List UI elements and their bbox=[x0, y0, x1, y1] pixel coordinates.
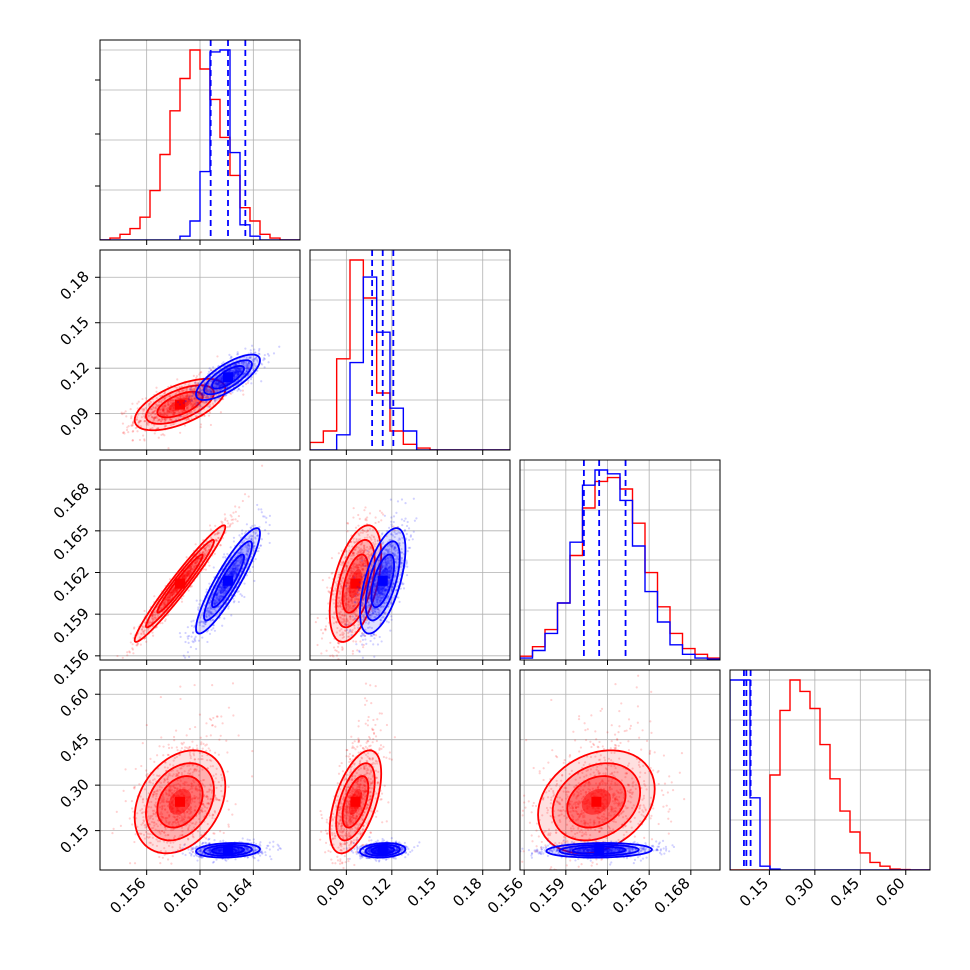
x-tick-label: 0.15 bbox=[736, 874, 772, 910]
contour-red bbox=[328, 524, 383, 643]
panel-0-0 bbox=[95, 39, 301, 245]
contour-blue bbox=[364, 843, 401, 857]
y-tick-label: 0.12 bbox=[56, 358, 92, 394]
density-peak-blue bbox=[594, 845, 605, 856]
density-peak-blue bbox=[377, 575, 388, 586]
x-tick-label: 0.160 bbox=[160, 874, 203, 917]
panel-2-1 bbox=[309, 459, 511, 665]
contour-red bbox=[156, 390, 204, 419]
density-peak-blue bbox=[223, 372, 233, 383]
contour-blue bbox=[571, 845, 627, 855]
panel-2-2 bbox=[519, 459, 721, 665]
panel-3-3: 0.15 0.30 0.45 0.60 bbox=[729, 669, 931, 910]
panel-1-0: 0.09 0.12 0.15 0.18 bbox=[56, 249, 301, 455]
density-peak-red bbox=[175, 796, 185, 807]
contour-red bbox=[156, 553, 204, 614]
contour-red bbox=[145, 539, 215, 629]
contour-red bbox=[133, 524, 227, 643]
histogram-red bbox=[520, 476, 720, 660]
contour-blue bbox=[203, 540, 253, 622]
x-tick-label: 0.15 bbox=[404, 874, 440, 910]
contour-red bbox=[133, 749, 227, 855]
density-peak-red bbox=[350, 796, 361, 807]
x-tick-label: 0.162 bbox=[567, 874, 610, 917]
panel-3-1: 0.09 0.12 0.15 0.18 bbox=[309, 669, 511, 910]
contour-blue bbox=[370, 553, 395, 609]
contour-red bbox=[145, 384, 215, 425]
contour-blue bbox=[359, 527, 407, 635]
y-tick-label: 0.15 bbox=[56, 313, 92, 349]
panel-frame bbox=[309, 669, 511, 871]
x-tick-label: 0.159 bbox=[526, 874, 569, 917]
contour-blue bbox=[195, 842, 261, 859]
x-tick-label: 0.165 bbox=[609, 874, 652, 917]
contour-red bbox=[145, 762, 215, 842]
y-tick-label: 0.09 bbox=[56, 404, 92, 440]
contour-red bbox=[341, 775, 370, 829]
panel-frame bbox=[309, 249, 511, 451]
x-tick-label: 0.30 bbox=[781, 874, 817, 910]
contour-blue bbox=[370, 845, 395, 855]
contour-red bbox=[551, 762, 642, 842]
contour-blue bbox=[211, 365, 245, 390]
density-peak-red bbox=[591, 796, 602, 807]
contour-red bbox=[328, 749, 383, 855]
x-tick-label: 0.45 bbox=[827, 874, 863, 910]
contour-blue bbox=[558, 843, 640, 857]
contour-blue bbox=[195, 527, 261, 635]
density-peak-blue bbox=[223, 845, 233, 856]
contour-red bbox=[335, 762, 376, 842]
y-tick-label: 0.162 bbox=[50, 563, 93, 606]
x-tick-label: 0.168 bbox=[651, 874, 694, 917]
y-tick-label: 0.60 bbox=[56, 684, 92, 720]
panel-frame bbox=[519, 669, 721, 871]
panel-frame bbox=[519, 459, 721, 661]
x-tick-label: 0.09 bbox=[313, 874, 349, 910]
contour-blue bbox=[203, 359, 253, 396]
y-tick-label: 0.18 bbox=[56, 267, 92, 303]
contour-red bbox=[566, 775, 627, 829]
y-tick-label: 0.15 bbox=[56, 821, 92, 857]
x-tick-label: 0.164 bbox=[213, 874, 256, 917]
histogram-blue bbox=[730, 679, 930, 870]
histogram-red bbox=[310, 259, 510, 450]
x-tick-label: 0.60 bbox=[872, 874, 908, 910]
density-peak-blue bbox=[223, 575, 233, 586]
y-tick-label: 0.168 bbox=[50, 479, 93, 522]
x-tick-label: 0.12 bbox=[358, 874, 394, 910]
panel-3-0: 0.156 0.160 0.164 0.15 0.30 0.45 0.60 bbox=[56, 669, 301, 917]
y-tick-label: 0.45 bbox=[56, 730, 92, 766]
x-tick-label: 0.156 bbox=[484, 874, 527, 917]
histogram-blue bbox=[520, 469, 720, 660]
y-tick-label: 0.30 bbox=[56, 775, 92, 811]
y-tick-label: 0.165 bbox=[50, 521, 93, 564]
y-tick-label: 0.159 bbox=[50, 604, 93, 647]
contour-blue bbox=[195, 353, 261, 401]
histogram-red bbox=[100, 49, 300, 240]
x-tick-label: 0.156 bbox=[106, 874, 149, 917]
panel-frame bbox=[309, 459, 511, 661]
contour-blue bbox=[203, 843, 253, 857]
contour-blue bbox=[211, 845, 245, 855]
density-peak-red bbox=[175, 578, 185, 589]
contour-blue bbox=[364, 540, 401, 622]
panel-frame bbox=[729, 669, 931, 871]
panel-1-1 bbox=[309, 249, 511, 455]
contour-red bbox=[133, 377, 227, 432]
contour-blue bbox=[211, 553, 245, 609]
histogram-red bbox=[730, 679, 930, 870]
contour-red bbox=[537, 749, 656, 855]
x-tick-label: 0.18 bbox=[449, 874, 485, 910]
density-peak-blue bbox=[377, 845, 388, 856]
y-tick-label: 0.156 bbox=[50, 646, 93, 689]
density-peak-red bbox=[350, 578, 361, 589]
density-peak-red bbox=[175, 399, 185, 410]
contour-red bbox=[156, 775, 204, 829]
contour-blue bbox=[545, 842, 653, 859]
contour-blue bbox=[359, 842, 407, 859]
histogram-blue bbox=[310, 276, 510, 450]
